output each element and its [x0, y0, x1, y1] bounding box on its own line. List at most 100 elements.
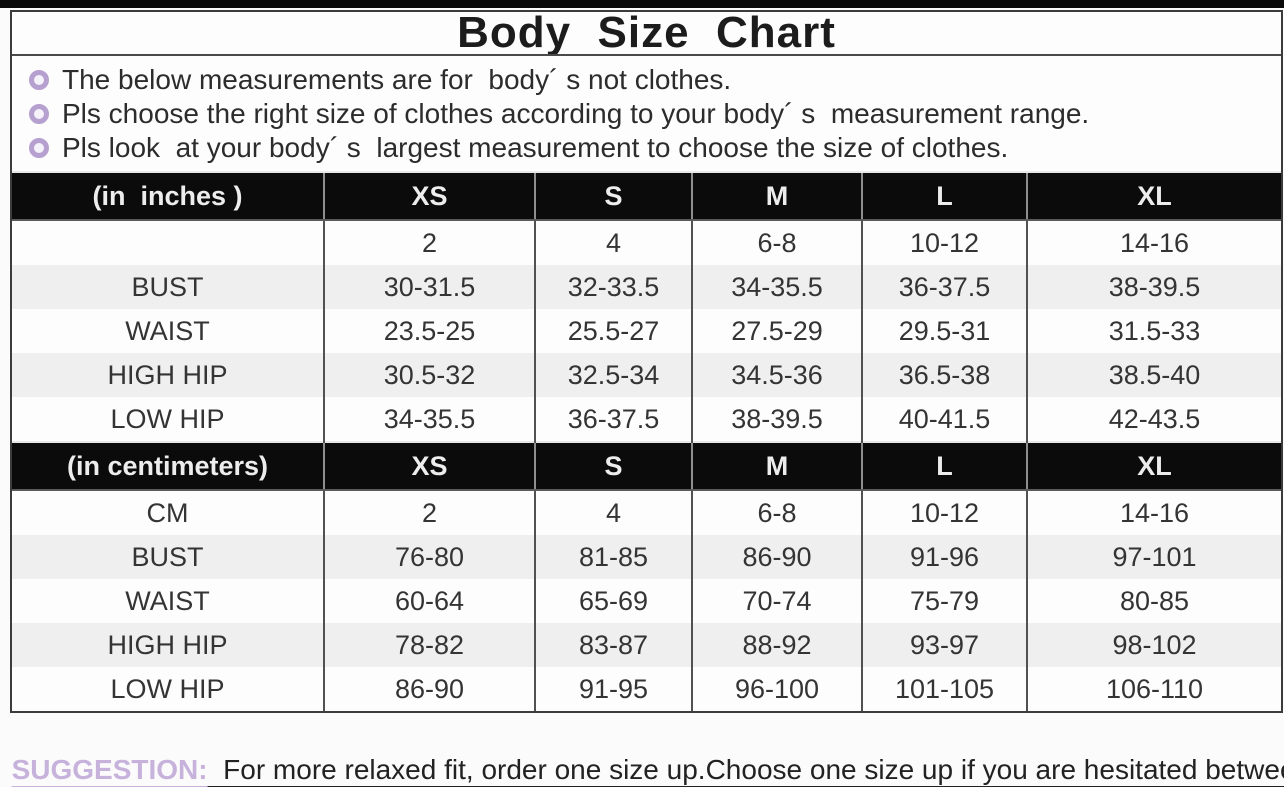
measurement-value: 4 — [534, 490, 692, 535]
measurement-value: 27.5-29 — [691, 309, 862, 353]
section-unit-label: (in inches ) — [12, 171, 324, 221]
measurement-label: HIGH HIP — [12, 353, 324, 397]
measurement-label: LOW HIP — [12, 397, 324, 442]
measurement-label: WAIST — [12, 309, 324, 353]
measurement-value: 60-64 — [323, 579, 535, 623]
measurement-label — [12, 220, 324, 265]
measurement-value: 25.5-27 — [534, 309, 692, 353]
measurement-value: 38-39.5 — [1026, 265, 1281, 309]
measurement-value: 81-85 — [534, 535, 692, 579]
measurement-value: 23.5-25 — [323, 309, 535, 353]
measurement-value: 40-41.5 — [861, 397, 1027, 442]
measurement-label: HIGH HIP — [12, 623, 324, 667]
measurement-row: WAIST 23.5-25 25.5-27 27.5-29 29.5-31 31.5-33 — [12, 309, 1281, 353]
note-item: Pls look at your body´ s largest measure… — [12, 131, 1281, 165]
measurement-row: BUST 30-31.5 32-33.5 34-35.5 36-37.5 38-39.5 — [12, 265, 1281, 309]
title-row: Body Size Chart — [12, 12, 1281, 56]
measurement-value: 14-16 — [1026, 220, 1281, 265]
measurement-row: LOW HIP 86-90 91-95 96-100 101-105 106-110 — [12, 667, 1281, 711]
measurement-value: 83-87 — [534, 623, 692, 667]
size-chart-frame: Body Size Chart The below measurements a… — [10, 10, 1283, 713]
measurement-value: 75-79 — [861, 579, 1027, 623]
measurement-value: 30.5-32 — [323, 353, 535, 397]
measurement-value: 34.5-36 — [691, 353, 862, 397]
measurement-value: 86-90 — [691, 535, 862, 579]
measurement-value: 76-80 — [323, 535, 535, 579]
measurement-value: 91-96 — [861, 535, 1027, 579]
measurement-label: WAIST — [12, 579, 324, 623]
note-text: Pls choose the right size of clothes acc… — [62, 98, 1090, 129]
measurement-value: 6-8 — [691, 220, 862, 265]
measurement-value: 32-33.5 — [534, 265, 692, 309]
measurement-label: BUST — [12, 535, 324, 579]
measurement-row: LOW HIP 34-35.5 36-37.5 38-39.5 40-41.5 42-43… — [12, 397, 1281, 442]
measurement-value: 38-39.5 — [691, 397, 862, 442]
size-column-header: S — [534, 441, 692, 491]
measurement-value: 2 — [323, 490, 535, 535]
measurement-value: 96-100 — [691, 667, 862, 711]
size-column-header: XS — [323, 441, 535, 491]
measurement-value: 106-110 — [1026, 667, 1281, 711]
size-table-body: (in inches ) XS S M L XL 2 4 6-8 10-12 14-16 BUST 30… — [12, 171, 1281, 711]
measurement-row: BUST 76-80 81-85 86-90 91-96 97-101 — [12, 535, 1281, 579]
size-column-header: L — [861, 441, 1027, 491]
measurement-value: 29.5-31 — [861, 309, 1027, 353]
measurement-row: 2 4 6-8 10-12 14-16 — [12, 220, 1281, 265]
note-item: Pls choose the right size of clothes acc… — [12, 97, 1281, 131]
measurement-label: CM — [12, 490, 324, 535]
size-column-header: XL — [1026, 171, 1281, 221]
size-column-header: XL — [1026, 441, 1281, 491]
bullet-ring-icon — [29, 70, 49, 90]
measurement-value: 91-95 — [534, 667, 692, 711]
measurement-value: 4 — [534, 220, 692, 265]
measurement-value: 101-105 — [861, 667, 1027, 711]
top-border-bar — [0, 0, 1284, 8]
size-column-header: XS — [323, 171, 535, 221]
measurement-value: 14-16 — [1026, 490, 1281, 535]
measurement-value: 32.5-34 — [534, 353, 692, 397]
measurement-value: 10-12 — [861, 490, 1027, 535]
measurement-label: LOW HIP — [12, 667, 324, 711]
measurement-value: 6-8 — [691, 490, 862, 535]
note-item: The below measurements are for body´ s n… — [12, 63, 1281, 97]
measurement-row: CM 2 4 6-8 10-12 14-16 — [12, 490, 1281, 535]
measurement-row: HIGH HIP 78-82 83-87 88-92 93-97 98-102 — [12, 623, 1281, 667]
measurement-value: 36-37.5 — [861, 265, 1027, 309]
measurement-value: 70-74 — [691, 579, 862, 623]
note-text: Pls look at your body´ s largest measure… — [62, 132, 1009, 163]
section-header-row: (in inches ) XS S M L XL — [12, 171, 1281, 221]
measurement-value: 98-102 — [1026, 623, 1281, 667]
page-title: Body Size Chart — [457, 12, 836, 56]
measurement-value: 93-97 — [861, 623, 1027, 667]
suggestion-text: For more relaxed fit, order one size up.… — [223, 754, 1284, 785]
measurement-value: 65-69 — [534, 579, 692, 623]
measurement-value: 36-37.5 — [534, 397, 692, 442]
measurement-value: 80-85 — [1026, 579, 1281, 623]
bullet-ring-icon — [29, 104, 49, 124]
measurement-value: 88-92 — [691, 623, 862, 667]
measurement-value: 42-43.5 — [1026, 397, 1281, 442]
measurement-label: BUST — [12, 265, 324, 309]
measurement-value: 38.5-40 — [1026, 353, 1281, 397]
section-unit-label: (in centimeters) — [12, 441, 324, 491]
size-table: (in inches ) XS S M L XL 2 4 6-8 10-12 14-16 BUST 30… — [12, 171, 1281, 711]
measurement-value: 10-12 — [861, 220, 1027, 265]
suggestion-label: SUGGESTION: — [11, 754, 208, 785]
measurement-value: 78-82 — [323, 623, 535, 667]
measurement-value: 34-35.5 — [323, 397, 535, 442]
measurement-value: 30-31.5 — [323, 265, 535, 309]
suggestion-line: SUGGESTION: For more relaxed fit, order … — [0, 719, 1284, 787]
notes-list: The below measurements are for body´ s n… — [12, 56, 1281, 171]
measurement-value: 97-101 — [1026, 535, 1281, 579]
note-text: The below measurements are for body´ s n… — [62, 64, 732, 95]
measurement-row: HIGH HIP 30.5-32 32.5-34 34.5-36 36.5-38 38.5… — [12, 353, 1281, 397]
size-column-header: S — [534, 171, 692, 221]
measurement-value: 2 — [323, 220, 535, 265]
size-column-header: L — [861, 171, 1027, 221]
measurement-value: 36.5-38 — [861, 353, 1027, 397]
size-column-header: M — [691, 441, 862, 491]
measurement-row: WAIST 60-64 65-69 70-74 75-79 80-85 — [12, 579, 1281, 623]
measurement-value: 31.5-33 — [1026, 309, 1281, 353]
size-column-header: M — [691, 171, 862, 221]
section-header-row: (in centimeters) XS S M L XL — [12, 441, 1281, 491]
